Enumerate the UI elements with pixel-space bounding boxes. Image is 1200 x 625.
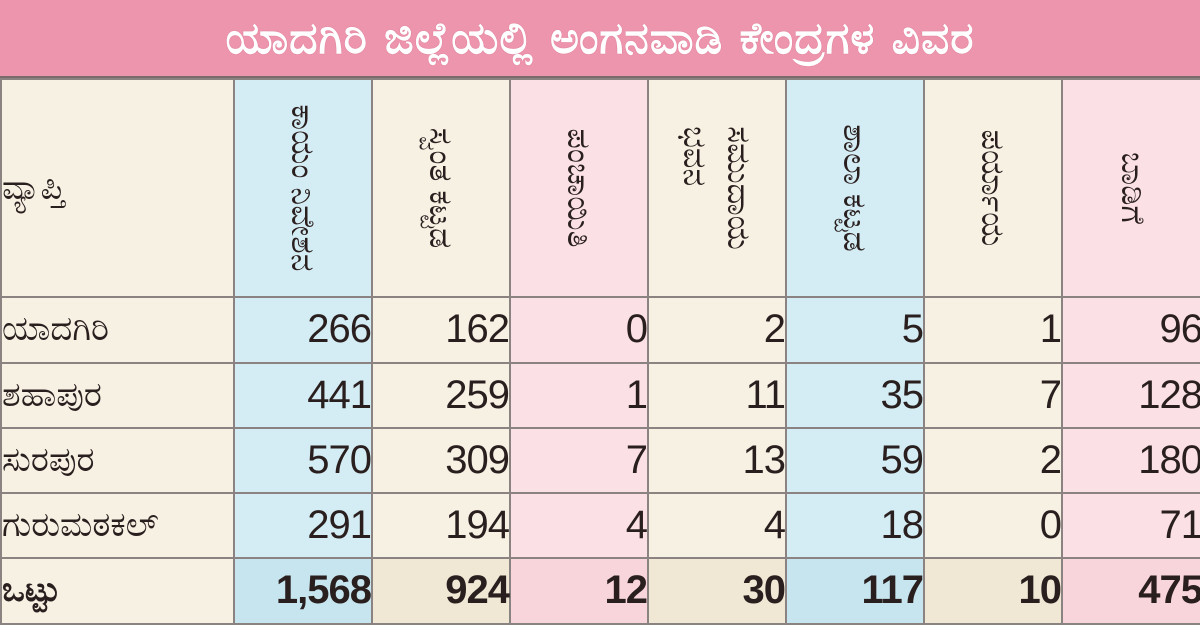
data-cell: 259 xyxy=(371,361,511,429)
data-cell: 18 xyxy=(785,491,925,559)
data-cell: 11 xyxy=(647,361,787,429)
data-cell: 1 xyxy=(923,296,1063,364)
row-header-label: ವ್ಯಾಪ್ತಿ xyxy=(0,77,235,299)
column-header-3: ಪಂಚಾಯಿತಿ xyxy=(509,77,649,299)
data-cell: 7 xyxy=(923,361,1063,429)
data-cell: 35 xyxy=(785,361,925,429)
row-label: ಗುರುಮಠಕಲ್ xyxy=(0,491,235,559)
column-header-line: ಸ್ವಂತ ಕಟ್ಟಡ xyxy=(423,127,459,249)
total-row: ಒಟ್ಟು 1,568 924 12 30 117 10 475 xyxy=(0,556,1200,625)
total-cell: 30 xyxy=(647,556,787,625)
column-header-line: ಶಾಲಾ ಕಟ್ಟಡ xyxy=(837,124,873,253)
column-header-label: ಕಾಯಂ ನಿವೇಶನ xyxy=(283,105,323,272)
data-cell: 266 xyxy=(233,296,373,364)
column-header-label: ಸ್ವಂತ ಕಟ್ಟಡ xyxy=(421,128,461,249)
header-row: ವ್ಯಾಪ್ತಿ ಕಾಯಂ ನಿವೇಶನ ಸ್ವಂತ ಕಟ್ಟಡ ಪಂಚಾಯಿತಿ ಸ… xyxy=(0,77,1200,299)
column-header-line: ಕಾಯಂ ನಿವೇಶನ xyxy=(285,104,321,272)
data-cell: 441 xyxy=(233,361,373,429)
data-cell: 4 xyxy=(647,491,787,559)
chart-title: ಯಾದಗಿರಿ ಜಿಲ್ಲೆಯಲ್ಲಿ ಅಂಗನವಾಡಿ ಕೇಂದ್ರಗಳ ವಿ… xyxy=(225,12,975,64)
column-header-line: ಪರ್ಯಾಯ xyxy=(975,129,1011,247)
data-cell: 59 xyxy=(785,426,925,494)
total-cell: 1,568 xyxy=(233,556,373,625)
row-label: ಸುರಪುರ xyxy=(0,426,235,494)
data-cell: 5 xyxy=(785,296,925,364)
data-cell: 2 xyxy=(647,296,787,364)
total-cell: 475 xyxy=(1061,556,1200,625)
column-header-line: ಸಮುದಾಯ xyxy=(721,126,757,251)
data-cell: 7 xyxy=(509,426,649,494)
data-cell: 309 xyxy=(371,426,511,494)
data-cell: 1 xyxy=(509,361,649,429)
column-header-line: ಬಾಡಿಗೆ xyxy=(1114,152,1151,225)
data-cell: 180 xyxy=(1061,426,1200,494)
column-header-5: ಶಾಲಾ ಕಟ್ಟಡ xyxy=(785,77,925,299)
data-cell: 291 xyxy=(233,491,373,559)
anganwadi-table: ವ್ಯಾಪ್ತಿ ಕಾಯಂ ನಿವೇಶನ ಸ್ವಂತ ಕಟ್ಟಡ ಪಂಚಾಯಿತಿ ಸ… xyxy=(0,77,1200,625)
row-label: ಶಹಾಪುರ xyxy=(0,361,235,429)
total-cell: 10 xyxy=(923,556,1063,625)
column-header-line: ಭವನ xyxy=(677,126,713,187)
column-header-2: ಸ್ವಂತ ಕಟ್ಟಡ xyxy=(371,77,511,299)
column-header-4: ಸಮುದಾಯ ಭವನ xyxy=(647,77,787,299)
column-header-1: ಕಾಯಂ ನಿವೇಶನ xyxy=(233,77,373,299)
row-label: ಯಾದಗಿರಿ xyxy=(0,296,235,364)
data-cell: 570 xyxy=(233,426,373,494)
data-cell: 13 xyxy=(647,426,787,494)
column-header-label: ಶಾಲಾ ಕಟ್ಟಡ xyxy=(835,124,875,252)
total-cell: 924 xyxy=(371,556,511,625)
data-cell: 194 xyxy=(371,491,511,559)
column-header-label: ಬಾಡಿಗೆ xyxy=(1113,152,1153,224)
column-header-6: ಪರ್ಯಾಯ xyxy=(923,77,1063,299)
total-label: ಒಟ್ಟು xyxy=(0,556,235,625)
column-header-line: ಪಂಚಾಯಿತಿ xyxy=(561,128,597,248)
title-banner: ಯಾದಗಿರಿ ಜಿಲ್ಲೆಯಲ್ಲಿ ಅಂಗನವಾಡಿ ಕೇಂದ್ರಗಳ ವಿ… xyxy=(0,0,1200,78)
data-cell: 0 xyxy=(509,296,649,364)
table-row: ಶಹಾಪುರ 441 259 1 11 35 7 128 xyxy=(0,361,1200,429)
data-cell: 162 xyxy=(371,296,511,364)
total-cell: 12 xyxy=(509,556,649,625)
total-cell: 117 xyxy=(785,556,925,625)
data-cell: 71 xyxy=(1061,491,1200,559)
column-header-label: ಸಮುದಾಯ ಭವನ xyxy=(673,126,761,250)
column-header-label: ಪರ್ಯಾಯ xyxy=(973,130,1013,247)
column-header-7: ಬಾಡಿಗೆ xyxy=(1061,77,1200,299)
data-cell: 96 xyxy=(1061,296,1200,364)
column-header-label: ಪಂಚಾಯಿತಿ xyxy=(559,129,599,248)
table-row: ಸುರಪುರ 570 309 7 13 59 2 180 xyxy=(0,426,1200,494)
data-cell: 128 xyxy=(1061,361,1200,429)
table-row: ಯಾದಗಿರಿ 266 162 0 2 5 1 96 xyxy=(0,296,1200,364)
data-cell: 2 xyxy=(923,426,1063,494)
data-cell: 0 xyxy=(923,491,1063,559)
table-row: ಗುರುಮಠಕಲ್ 291 194 4 4 18 0 71 xyxy=(0,491,1200,559)
data-cell: 4 xyxy=(509,491,649,559)
